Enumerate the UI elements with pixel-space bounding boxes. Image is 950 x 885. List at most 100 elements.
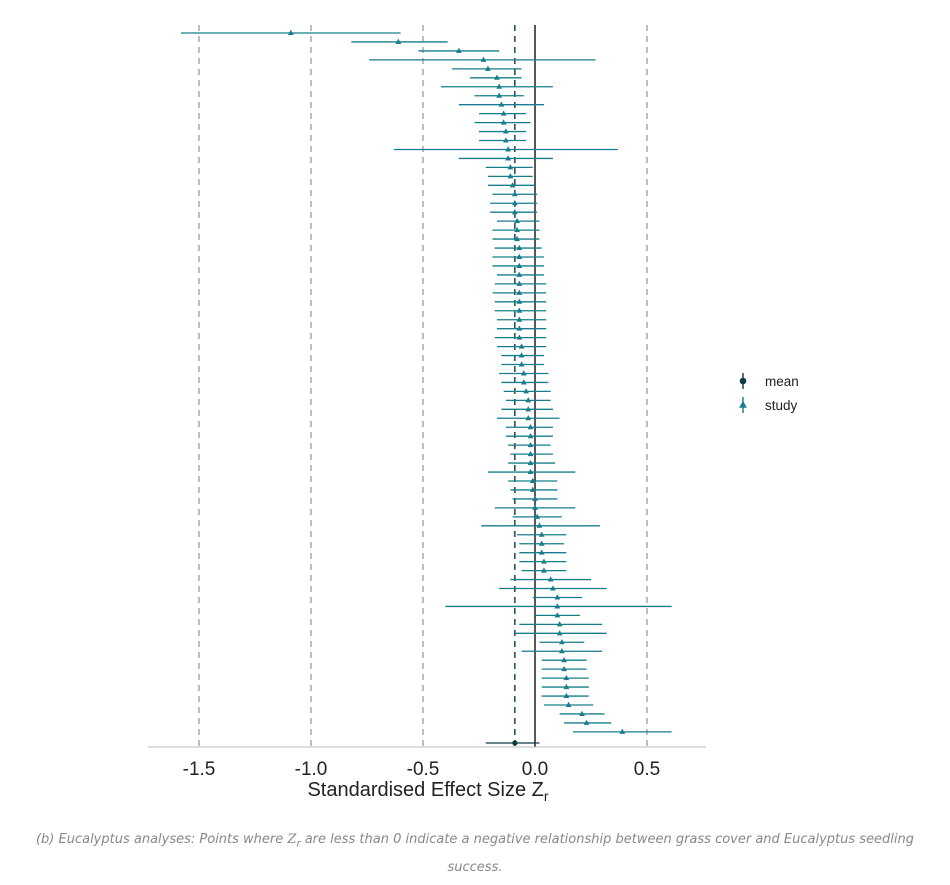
study-triangle-marker [534, 513, 541, 519]
study-triangle-marker [532, 504, 538, 510]
study-triangle-marker [538, 531, 545, 537]
study-triangle-marker [500, 119, 507, 125]
study-triangle-marker [550, 585, 556, 591]
study-triangle-marker [547, 576, 554, 582]
study-triangle-marker [554, 603, 561, 609]
study-triangle-marker [541, 567, 547, 573]
study-triangle-marker [527, 441, 534, 448]
study-rows [181, 29, 672, 734]
study-triangle-marker [516, 271, 523, 277]
caption-symbol-subscript: r [296, 838, 301, 850]
study-triangle-marker [496, 92, 503, 98]
study-triangle-marker [554, 612, 561, 618]
study-triangle-marker [518, 343, 525, 349]
study-triangle-marker [565, 701, 572, 707]
study-triangle-marker [496, 83, 503, 89]
study-triangle-marker [527, 450, 534, 457]
study-triangle-marker [619, 728, 626, 734]
study-triangle-marker [518, 352, 525, 358]
mean-point-marker [512, 740, 518, 746]
study-triangle-marker [558, 648, 565, 654]
study-triangle-marker [527, 433, 534, 439]
forest-plot: -1.5 -1.0 -0.5 0.0 0.5 Standardised Effect S… [148, 25, 799, 804]
study-triangle-marker [514, 235, 520, 242]
study-triangle-marker [287, 29, 294, 35]
study-triangle-marker [507, 173, 514, 179]
study-triangle-marker [516, 253, 523, 259]
study-triangle-marker [523, 388, 529, 394]
study-triangle-marker [505, 146, 512, 152]
x-tick-label: 0.0 [522, 759, 548, 780]
study-triangle-marker [494, 74, 500, 80]
legend-label-study: study [765, 398, 798, 413]
study-triangle-marker [511, 209, 518, 215]
reference-lines [198, 25, 648, 747]
study-triangle-marker [538, 549, 545, 555]
study-triangle-marker [561, 657, 568, 663]
study-triangle-marker [516, 262, 523, 268]
study-triangle-marker [527, 424, 534, 430]
study-triangle-marker [558, 639, 565, 645]
study-triangle-marker [511, 191, 518, 197]
mean-row [485, 740, 540, 746]
x-axis-title-subscript: r [544, 788, 549, 804]
x-tick-label: 0.5 [634, 759, 660, 780]
x-tick-label: -1.5 [183, 759, 216, 780]
study-triangle-marker [502, 128, 509, 134]
study-triangle-marker [556, 621, 563, 627]
study-triangle-marker [498, 101, 505, 107]
study-triangle-marker [516, 298, 523, 304]
study-triangle-marker [538, 540, 545, 546]
study-triangle-marker [505, 155, 512, 161]
study-triangle-marker [556, 630, 563, 636]
legend-label-mean: mean [765, 374, 799, 389]
study-triangle-marker [516, 244, 523, 251]
study-triangle-marker [516, 280, 523, 286]
study-triangle-marker [516, 325, 523, 331]
study-triangle-marker [480, 56, 487, 62]
legend: mean study [739, 373, 799, 413]
study-triangle-marker [516, 334, 523, 340]
study-triangle-marker [536, 522, 543, 528]
caption-symbol: Z [287, 832, 297, 847]
study-triangle-marker [500, 110, 507, 116]
study-triangle-marker [561, 665, 568, 672]
study-triangle-marker [554, 594, 561, 600]
study-triangle-marker [525, 397, 532, 403]
x-axis-title: Standardised Effect Size Zr [307, 779, 548, 804]
study-triangle-marker [516, 289, 523, 295]
study-triangle-marker [527, 459, 534, 466]
caption-prefix: (b) Eucalyptus analyses: Points where [35, 832, 288, 847]
study-triangle-marker [563, 674, 570, 681]
study-triangle-marker [514, 226, 520, 233]
study-triangle-marker [527, 468, 534, 475]
study-triangle-marker [518, 361, 525, 367]
study-triangle-marker [532, 495, 538, 501]
figure-caption: (b) Eucalyptus analyses: Points where Zr… [30, 828, 920, 879]
study-triangle-marker [520, 370, 527, 376]
study-triangle-marker [514, 217, 520, 224]
study-triangle-marker [511, 200, 518, 206]
study-triangle-marker [529, 486, 536, 492]
x-axis-title-text: Standardised Effect Size Z [307, 779, 543, 801]
study-triangle-marker [502, 137, 509, 143]
study-triangle-marker [579, 710, 585, 716]
study-triangle-marker [395, 38, 402, 44]
legend-circle-marker [739, 377, 747, 385]
legend-triangle-marker [739, 400, 747, 408]
study-triangle-marker [485, 65, 491, 71]
study-triangle-marker [525, 406, 532, 412]
study-triangle-marker [525, 415, 532, 421]
study-triangle-marker [520, 379, 527, 385]
x-tick-label: -0.5 [407, 759, 440, 780]
study-triangle-marker [455, 47, 462, 53]
study-triangle-marker [516, 307, 523, 313]
caption-suffix: are less than 0 indicate a negative rela… [300, 832, 915, 875]
study-triangle-marker [529, 477, 536, 483]
study-triangle-marker [507, 164, 514, 170]
study-triangle-marker [563, 692, 570, 699]
x-tick-label: -1.0 [295, 759, 328, 780]
x-axis-ticks: -1.5 -1.0 -0.5 0.0 0.5 [183, 759, 661, 780]
study-triangle-marker [516, 316, 523, 322]
study-triangle-marker [563, 683, 570, 690]
